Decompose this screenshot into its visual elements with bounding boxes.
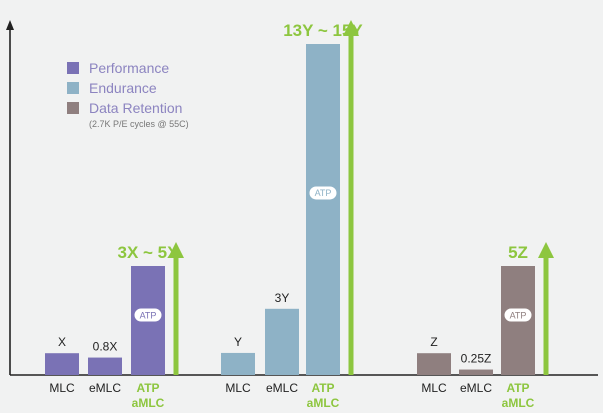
growth-arrow-shaft bbox=[173, 257, 179, 375]
growth-arrow-shaft bbox=[348, 35, 354, 375]
growth-arrow-head bbox=[538, 242, 554, 258]
legend-label: Performance bbox=[89, 60, 169, 76]
legend-item-endurance: Endurance bbox=[67, 80, 157, 96]
atp-badge-label: ATP bbox=[510, 310, 527, 320]
legend-note: (2.7K P/E cycles @ 55C) bbox=[89, 119, 189, 129]
data-label: 5Z bbox=[508, 243, 528, 262]
data-label: 3X ~ 5X bbox=[118, 243, 180, 262]
x-tick-label: ATP bbox=[311, 381, 334, 395]
data-label: X bbox=[58, 335, 66, 349]
legend-label: Endurance bbox=[89, 80, 157, 96]
x-tick-label: ATP bbox=[136, 381, 159, 395]
data-label: Y bbox=[234, 335, 242, 349]
y-axis-arrowhead bbox=[6, 20, 14, 30]
x-tick-label: eMLC bbox=[460, 381, 492, 395]
data-label: Z bbox=[430, 335, 437, 349]
growth-arrow-shaft bbox=[543, 257, 549, 375]
atp-badge-label: ATP bbox=[315, 188, 332, 198]
legend-item-performance: Performance bbox=[67, 60, 169, 76]
bar-performance-mlc bbox=[45, 353, 79, 375]
bar-retention-mlc bbox=[417, 353, 451, 375]
legend-swatch-endurance bbox=[67, 82, 79, 94]
legend-item-retention: Data Retention (2.7K P/E cycles @ 55C) bbox=[67, 100, 189, 129]
bar-endurance-atp-amlc bbox=[306, 44, 340, 375]
legend-label: Data Retention bbox=[89, 100, 182, 116]
atp-badge bbox=[134, 308, 162, 322]
x-tick-label: MLC bbox=[225, 381, 251, 395]
x-tick-label: aMLC bbox=[132, 396, 165, 410]
growth-arrow-head bbox=[343, 20, 359, 36]
atp-badge bbox=[504, 308, 532, 322]
bar-retention-emlc bbox=[459, 369, 493, 375]
growth-arrow-head bbox=[168, 242, 184, 258]
data-label: 0.8X bbox=[93, 340, 118, 354]
bar-endurance-mlc bbox=[221, 352, 255, 375]
x-tick-label: eMLC bbox=[266, 381, 298, 395]
bar-endurance-emlc bbox=[265, 308, 299, 375]
x-tick-label: eMLC bbox=[89, 381, 121, 395]
x-tick-label: aMLC bbox=[307, 396, 340, 410]
bar-performance-emlc bbox=[88, 357, 122, 375]
x-tick-label: MLC bbox=[421, 381, 447, 395]
x-tick-label: ATP bbox=[506, 381, 529, 395]
atp-badge-label: ATP bbox=[140, 310, 157, 320]
legend: Performance Endurance Data Retention (2.7K … bbox=[67, 60, 189, 129]
data-label: 0.25Z bbox=[461, 352, 492, 366]
data-label: 3Y bbox=[275, 291, 290, 305]
x-tick-label: aMLC bbox=[502, 396, 535, 410]
legend-swatch-retention bbox=[67, 102, 79, 114]
legend-swatch-performance bbox=[67, 62, 79, 74]
x-tick-label: MLC bbox=[49, 381, 75, 395]
atp-badge bbox=[309, 186, 337, 200]
